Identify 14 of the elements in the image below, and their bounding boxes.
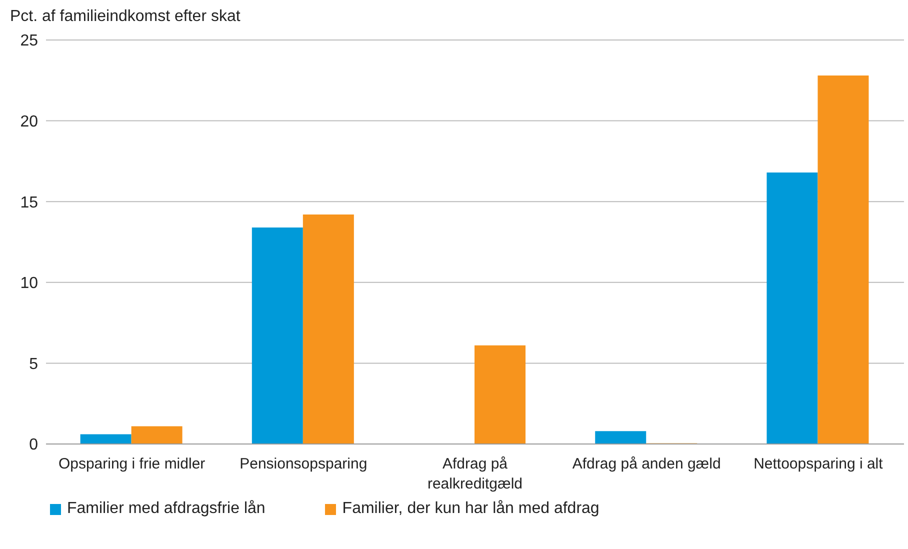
- y-tick-label: 25: [20, 32, 38, 50]
- y-tick-label: 5: [29, 356, 38, 373]
- x-tick-label: Afdrag på realkreditgæld: [427, 456, 523, 493]
- x-tick-label: Opsparing i frie midler: [58, 456, 206, 473]
- x-tick-label: Pensionsopsparing: [240, 456, 368, 473]
- x-tick-label: Nettoopsparing i alt: [754, 456, 884, 473]
- legend-label: Familier med afdragsfrie lån: [67, 500, 266, 518]
- y-tick-label: 20: [20, 113, 38, 130]
- y-tick-label: 0: [29, 436, 38, 454]
- y-tick-label: 10: [20, 275, 38, 292]
- legend-label: Familier, der kun har lån med afdrag: [342, 500, 600, 518]
- y-tick-label: 15: [20, 194, 38, 212]
- x-tick-label: Afdrag på anden gæld: [572, 456, 721, 473]
- y-axis-title: Pct. af familieindkomst efter skat: [10, 8, 242, 26]
